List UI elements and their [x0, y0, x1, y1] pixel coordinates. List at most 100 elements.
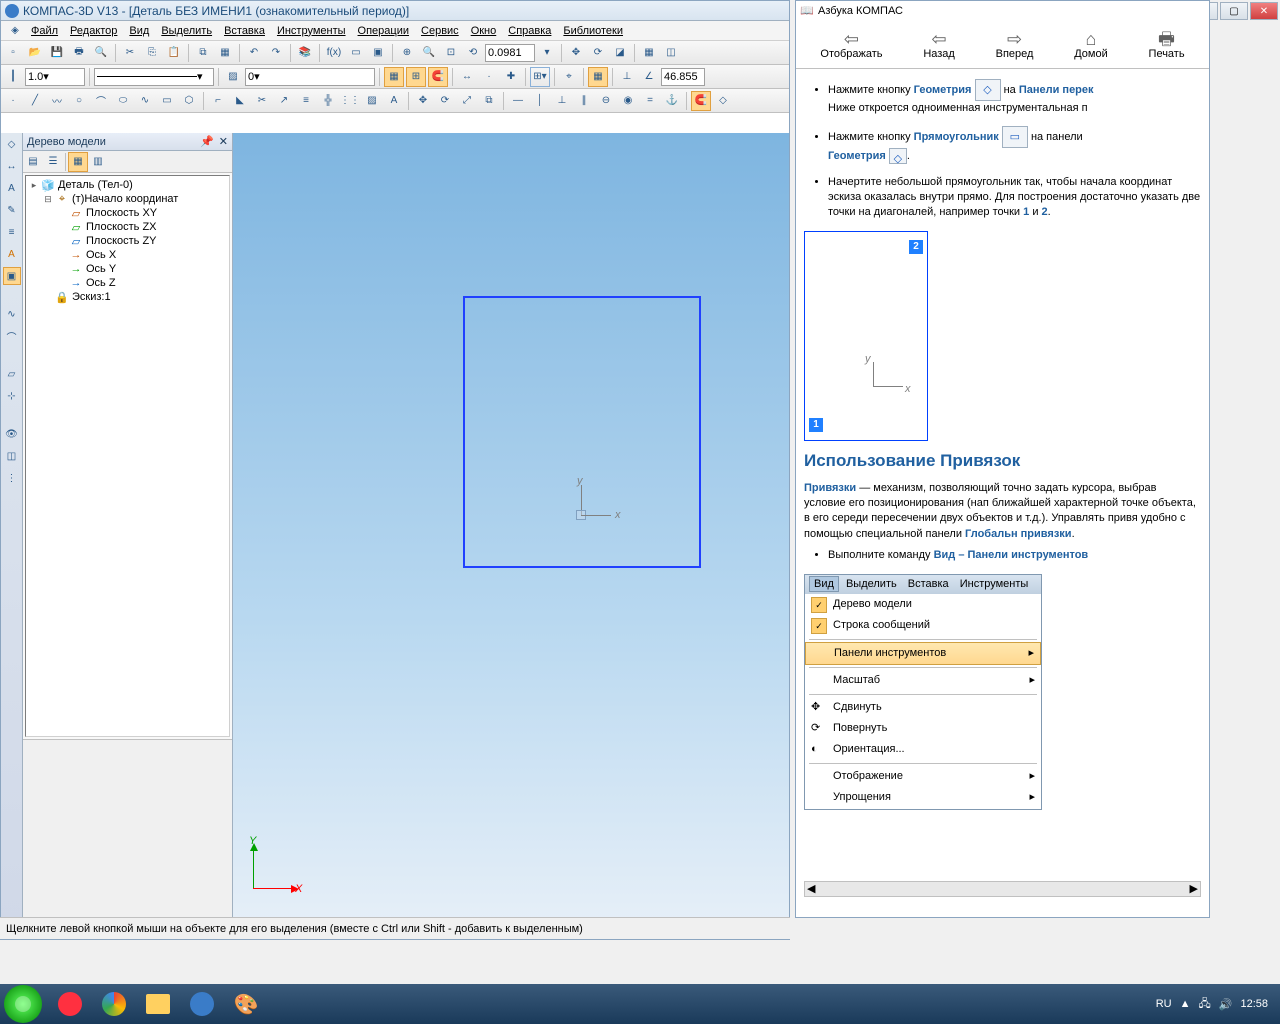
- magnet-icon[interactable]: 🧲: [428, 67, 448, 87]
- axis-view-icon[interactable]: ⌖: [559, 67, 579, 87]
- cross-icon[interactable]: ✚: [501, 67, 521, 87]
- render-icon[interactable]: ▦: [639, 43, 659, 63]
- scale-tool-icon[interactable]: ⤢: [457, 91, 477, 111]
- menu-tools[interactable]: Инструменты: [271, 23, 352, 39]
- rail-view-icon[interactable]: 👁: [3, 425, 21, 443]
- tray-network-icon[interactable]: 🖧: [1199, 995, 1211, 1014]
- snap-active-icon[interactable]: ▦: [384, 67, 404, 87]
- tree-mode1-icon[interactable]: ▤: [23, 152, 43, 172]
- zoom-input[interactable]: [485, 44, 535, 62]
- menu-view[interactable]: Вид: [123, 23, 155, 39]
- polyline-tool-icon[interactable]: 〰: [47, 91, 67, 111]
- coord-input[interactable]: [661, 68, 705, 86]
- rail-sel-icon[interactable]: ▣: [3, 267, 21, 285]
- tree-mode4-icon[interactable]: ▥: [88, 152, 108, 172]
- lib-icon[interactable]: 📚: [295, 43, 315, 63]
- zoom-prev-icon[interactable]: ⟲: [463, 43, 483, 63]
- new-icon[interactable]: ▫: [3, 43, 23, 63]
- menu-window[interactable]: Окно: [465, 23, 503, 39]
- copyarr-tool-icon[interactable]: ⧉: [479, 91, 499, 111]
- paste-icon[interactable]: 📋: [164, 43, 184, 63]
- constraint-perp-icon[interactable]: ⊥: [552, 91, 572, 111]
- fillet-tool-icon[interactable]: ⌐: [208, 91, 228, 111]
- circle-tool-icon[interactable]: ○: [69, 91, 89, 111]
- tree-pin-icon[interactable]: 📌: [200, 135, 214, 148]
- start-button[interactable]: [4, 985, 42, 1023]
- constraint-h-icon[interactable]: —: [508, 91, 528, 111]
- coord-icon[interactable]: ▦: [588, 67, 608, 87]
- spline-tool-icon[interactable]: ∿: [135, 91, 155, 111]
- chamfer-tool-icon[interactable]: ◣: [230, 91, 250, 111]
- maximize-button[interactable]: ▢: [1220, 2, 1248, 20]
- redo-icon[interactable]: ↷: [266, 43, 286, 63]
- tree-axis-y[interactable]: →Ось Y: [28, 262, 227, 276]
- taskbar-paint[interactable]: 🎨: [226, 988, 266, 1020]
- menu-editor[interactable]: Редактор: [64, 23, 123, 39]
- app-menu-icon[interactable]: ◈: [5, 21, 25, 41]
- tray-lang[interactable]: RU: [1156, 998, 1172, 1010]
- rail-text-icon[interactable]: A: [3, 179, 21, 197]
- save-icon[interactable]: 💾: [47, 43, 67, 63]
- taskbar-chrome[interactable]: [94, 988, 134, 1020]
- rail-geometry-icon[interactable]: ◇: [3, 135, 21, 153]
- rail-measure-icon[interactable]: A: [3, 245, 21, 263]
- rail-spline-icon[interactable]: ∿: [3, 305, 21, 323]
- snap-magnet-icon[interactable]: 🧲: [691, 91, 711, 111]
- zoom-in-icon[interactable]: 🔍: [419, 43, 439, 63]
- rail-surf-icon[interactable]: ▱: [3, 365, 21, 383]
- pan-icon[interactable]: ✥: [566, 43, 586, 63]
- taskbar-kompas[interactable]: [182, 988, 222, 1020]
- vars-icon[interactable]: f(x): [324, 43, 344, 63]
- angle-icon[interactable]: ∠: [639, 67, 659, 87]
- tray-clock[interactable]: 12:58: [1240, 998, 1268, 1010]
- taskbar-opera[interactable]: [50, 988, 90, 1020]
- array-tool-icon[interactable]: ⋮⋮: [340, 91, 360, 111]
- trim-tool-icon[interactable]: ✂: [252, 91, 272, 111]
- move-tool-icon[interactable]: ✥: [413, 91, 433, 111]
- tree-mode3-icon[interactable]: ▦: [68, 152, 88, 172]
- mirror-tool-icon[interactable]: ╬: [318, 91, 338, 111]
- snap-near-icon[interactable]: ◇: [713, 91, 733, 111]
- open-icon[interactable]: 📂: [25, 43, 45, 63]
- help-nav-print[interactable]: 🖶Печать: [1149, 30, 1185, 60]
- rotate-icon[interactable]: ⟳: [588, 43, 608, 63]
- taskbar-explorer[interactable]: [138, 988, 178, 1020]
- linewidth-combo[interactable]: 1.0 ▾: [25, 68, 85, 86]
- tree-origin[interactable]: ⊟⌖ (т)Начало координат: [28, 192, 227, 206]
- constraint-conc-icon[interactable]: ◉: [618, 91, 638, 111]
- rail-edit-icon[interactable]: ✎: [3, 201, 21, 219]
- undo-icon[interactable]: ↶: [244, 43, 264, 63]
- preview-icon[interactable]: 🔍: [91, 43, 111, 63]
- zoom-window-icon[interactable]: ⊡: [441, 43, 461, 63]
- extend-tool-icon[interactable]: ↗: [274, 91, 294, 111]
- tray-flag-icon[interactable]: ▲: [1180, 998, 1191, 1010]
- linestyle-icon[interactable]: ┃: [3, 67, 23, 87]
- arc-tool-icon[interactable]: ⌒: [91, 91, 111, 111]
- constraint-fix-icon[interactable]: ⚓: [662, 91, 682, 111]
- help-nav-home[interactable]: ⌂Домой: [1074, 30, 1108, 60]
- menu-file[interactable]: Файл: [25, 23, 64, 39]
- close-button[interactable]: ✕: [1250, 2, 1278, 20]
- sketch-icon[interactable]: ▭: [346, 43, 366, 63]
- menu-service[interactable]: Сервис: [415, 23, 465, 39]
- rail-aux-icon[interactable]: ⊹: [3, 387, 21, 405]
- menu-insert[interactable]: Вставка: [218, 23, 271, 39]
- rect-tool-icon[interactable]: ▭: [157, 91, 177, 111]
- dim-icon[interactable]: ↔: [457, 67, 477, 87]
- tree-axis-x[interactable]: →Ось X: [28, 248, 227, 262]
- copy-icon[interactable]: ⎘: [142, 43, 162, 63]
- menu-libraries[interactable]: Библиотеки: [557, 23, 629, 39]
- text-tool-icon[interactable]: A: [384, 91, 404, 111]
- poly-tool-icon[interactable]: ⬡: [179, 91, 199, 111]
- tree-sketch[interactable]: 🔒 Эскиз:1: [28, 290, 227, 304]
- help-nav-back[interactable]: ⇦Назад: [923, 30, 955, 60]
- rail-param-icon[interactable]: ≡: [3, 223, 21, 241]
- menu-operations[interactable]: Операции: [352, 23, 415, 39]
- orient-icon[interactable]: ◪: [610, 43, 630, 63]
- ortho-active-icon[interactable]: ⊞: [406, 67, 426, 87]
- help-nav-fwd[interactable]: ⇨Вперед: [996, 30, 1034, 60]
- grid-icon[interactable]: ⊞▾: [530, 67, 550, 87]
- copy-props-icon[interactable]: ⧉: [193, 43, 213, 63]
- cut-icon[interactable]: ✂: [120, 43, 140, 63]
- zoom-fit-icon[interactable]: ⊕: [397, 43, 417, 63]
